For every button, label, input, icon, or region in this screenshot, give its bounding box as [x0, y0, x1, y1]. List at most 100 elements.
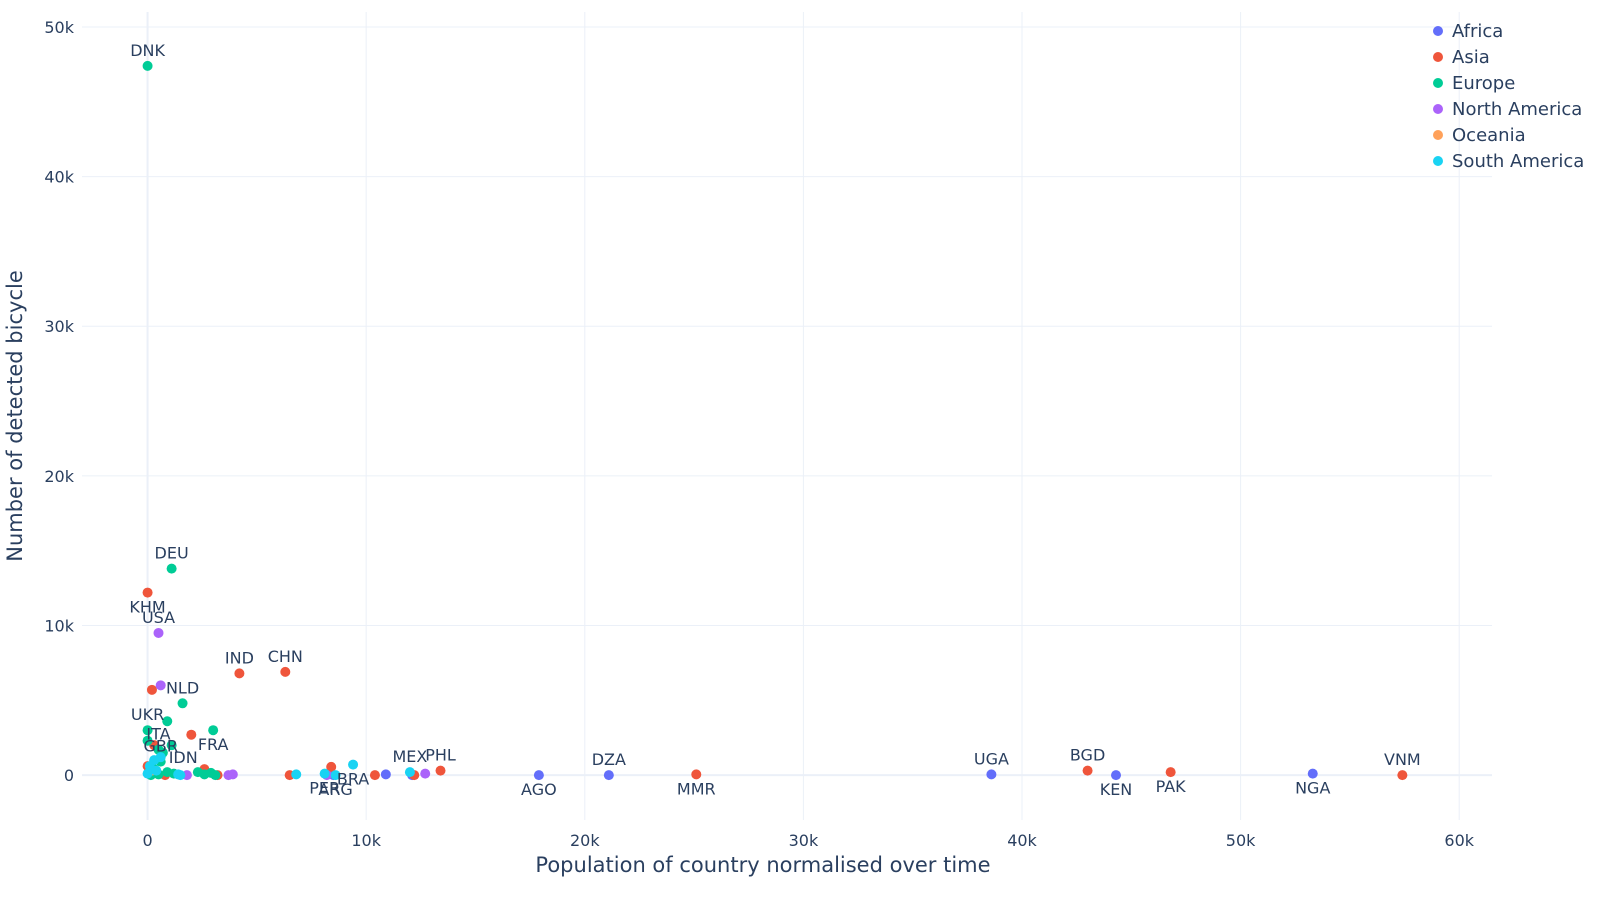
point-label: BRA — [337, 770, 369, 789]
point-label: MMR — [677, 779, 716, 798]
data-point-asia[interactable] — [369, 770, 380, 781]
data-point-south-america[interactable] — [348, 759, 359, 770]
y-tick-label: 20k — [44, 467, 74, 486]
y-tick-label: 50k — [44, 18, 74, 37]
data-point-south-america[interactable] — [330, 770, 341, 781]
y-tick-label: 0 — [64, 766, 74, 785]
grid-layer — [82, 12, 1492, 820]
data-point-south-america[interactable] — [319, 768, 330, 779]
legend-label[interactable]: Asia — [1452, 47, 1490, 68]
x-tick-label: 60k — [1444, 831, 1474, 850]
data-point-south-america[interactable] — [151, 765, 162, 776]
data-point-north-america[interactable] — [153, 627, 164, 638]
point-label: VNM — [1384, 750, 1421, 769]
point-label: USA — [142, 608, 175, 627]
point-label: UKR — [131, 705, 164, 724]
y-axis-ticks: 0 10k 20k 30k 40k 50k — [44, 18, 74, 785]
point-label: BGD — [1070, 746, 1105, 765]
data-point-asia[interactable] — [186, 729, 197, 740]
legend-label[interactable]: Oceania — [1452, 125, 1526, 146]
data-point-europe[interactable] — [142, 725, 153, 736]
x-tick-label: 50k — [1226, 831, 1256, 850]
x-tick-label: 40k — [1007, 831, 1037, 850]
data-point-north-america[interactable] — [155, 680, 166, 691]
point-label: AGO — [521, 780, 557, 799]
y-tick-label: 30k — [44, 317, 74, 336]
legend-marker[interactable] — [1433, 156, 1443, 166]
data-point-south-america[interactable] — [173, 769, 184, 780]
legend-label[interactable]: South America — [1452, 151, 1584, 172]
data-point-asia[interactable] — [280, 666, 291, 677]
legend-label[interactable]: Africa — [1452, 21, 1503, 42]
data-point-north-america[interactable] — [420, 768, 431, 779]
x-tick-label: 0 — [142, 831, 152, 850]
y-tick-label: 10k — [44, 616, 74, 635]
data-point-europe[interactable] — [166, 740, 177, 751]
point-label: CHN — [268, 647, 303, 666]
point-label: GBR — [143, 737, 178, 756]
point-label: PHL — [425, 746, 456, 765]
y-axis-title: Number of detected bicycle — [3, 270, 27, 562]
data-point-south-america[interactable] — [404, 767, 415, 778]
x-tick-label: 30k — [789, 831, 819, 850]
data-point-asia[interactable] — [1165, 767, 1176, 778]
legend-marker[interactable] — [1433, 52, 1443, 62]
legend-marker[interactable] — [1433, 104, 1443, 114]
point-label: DEU — [155, 544, 189, 563]
point-label: IDN — [169, 748, 198, 767]
data-point-africa[interactable] — [1111, 770, 1121, 781]
point-label: DNK — [130, 41, 165, 60]
point-label: DZA — [592, 750, 626, 769]
data-point-africa[interactable] — [533, 770, 544, 781]
data-point-europe[interactable] — [162, 716, 173, 727]
point-label: MEX — [392, 747, 427, 766]
legend-marker[interactable] — [1433, 78, 1443, 88]
point-label: ITA — [146, 725, 170, 744]
x-tick-label: 20k — [570, 831, 600, 850]
data-point-europe[interactable] — [177, 698, 188, 709]
point-label: FRA — [198, 735, 229, 754]
point-label: KHM — [129, 598, 165, 617]
data-point-europe[interactable] — [210, 770, 221, 781]
data-point-africa[interactable] — [603, 770, 614, 781]
point-labels-layer: NGA KEN UGA DZA AGO VNM PAK BGD MMR PHL CHN IND KHM D… — [129, 41, 1420, 799]
data-point-asia[interactable] — [326, 761, 337, 772]
x-tick-label: 10k — [351, 831, 381, 850]
point-label: NGA — [1295, 779, 1330, 798]
point-label: UGA — [974, 749, 1009, 768]
legend-label[interactable]: Europe — [1452, 73, 1515, 94]
legend-marker[interactable] — [1433, 130, 1443, 140]
point-label: PAK — [1156, 777, 1187, 796]
x-axis-title: Population of country normalised over ti… — [535, 853, 990, 877]
data-point-europe[interactable] — [142, 60, 153, 71]
point-label: KEN — [1100, 780, 1133, 799]
points-layer — [142, 60, 1408, 781]
legend-marker[interactable] — [1433, 26, 1443, 36]
legend: Africa Asia Europe North America Oceania Sout… — [1433, 21, 1584, 172]
data-point-europe[interactable] — [166, 563, 177, 574]
legend-label[interactable]: North America — [1452, 99, 1582, 120]
data-point-asia[interactable] — [234, 668, 245, 679]
point-label: NLD — [166, 678, 199, 697]
data-point-south-america[interactable] — [142, 768, 153, 779]
data-point-europe[interactable] — [208, 725, 219, 736]
data-point-europe[interactable] — [142, 735, 153, 746]
y-tick-label: 40k — [44, 168, 74, 187]
data-point-asia[interactable] — [1082, 765, 1093, 776]
data-point-asia[interactable] — [435, 765, 446, 776]
data-point-asia[interactable] — [142, 587, 153, 598]
data-point-south-america[interactable] — [291, 769, 302, 780]
data-point-africa[interactable] — [380, 769, 391, 780]
point-label: IND — [225, 648, 254, 667]
point-label: ARG — [318, 780, 352, 799]
data-point-asia[interactable] — [691, 769, 702, 780]
data-point-north-america[interactable] — [227, 769, 238, 780]
data-point-africa[interactable] — [986, 769, 997, 780]
x-axis-ticks: 0 10k 20k 30k 40k 50k 60k — [142, 831, 1474, 850]
data-point-asia[interactable] — [1397, 770, 1408, 781]
data-point-asia[interactable] — [146, 684, 157, 695]
data-point-africa[interactable] — [1307, 768, 1318, 779]
data-point-south-america[interactable] — [149, 755, 160, 766]
point-label: PER — [309, 779, 340, 798]
